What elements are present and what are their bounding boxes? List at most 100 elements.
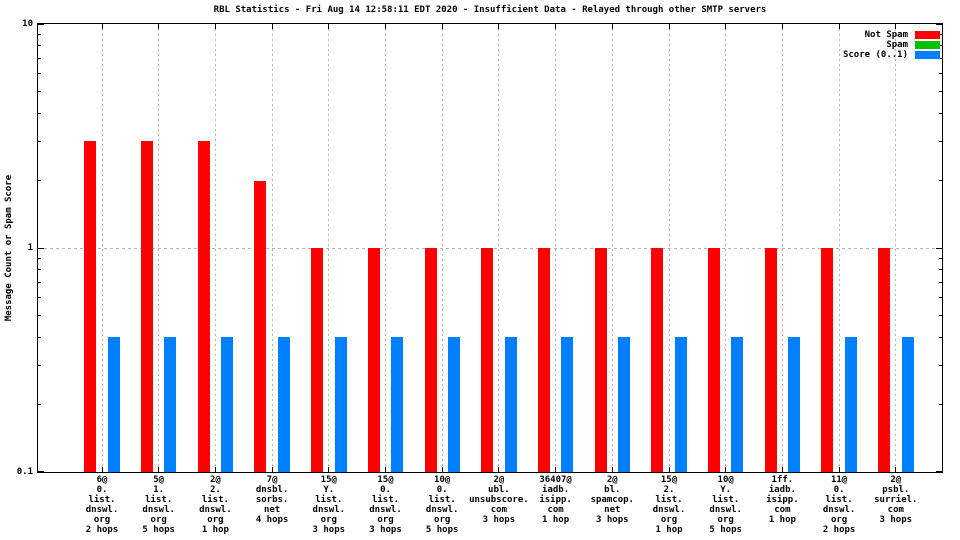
x-tick xyxy=(271,24,273,29)
y-tick xyxy=(939,180,942,182)
x-category-label: 2@ 2. list. dnswl. org 1 hop xyxy=(199,475,232,535)
x-tick xyxy=(328,467,330,472)
x-tick xyxy=(441,24,443,29)
bar-score-0-1- xyxy=(107,337,120,472)
x-category-label: 2@ psbl. surriel. com 3 hops xyxy=(874,475,918,525)
x-tick xyxy=(611,467,613,472)
x-tick xyxy=(158,467,160,472)
bar-score-0-1- xyxy=(844,337,857,472)
y-tick xyxy=(939,282,942,284)
x-tick xyxy=(611,24,613,29)
x-tick xyxy=(668,24,670,29)
y-tick xyxy=(38,112,41,114)
x-category-label: 7@ dnsbl. sorbs. net 4 hops xyxy=(255,475,289,525)
y-tick-label: 1 xyxy=(27,242,33,253)
x-tick xyxy=(328,24,330,29)
y-tick xyxy=(936,24,942,25)
y-tick xyxy=(38,247,44,249)
legend: Not Spam Spam Score (0..1) xyxy=(843,30,940,60)
legend-row: Score (0..1) xyxy=(843,50,940,60)
y-tick xyxy=(939,33,942,35)
y-tick xyxy=(939,73,942,75)
legend-swatch-score xyxy=(915,51,940,59)
x-tick xyxy=(668,467,670,472)
y-tick xyxy=(939,364,942,366)
x-tick xyxy=(781,24,783,29)
plot-area: Not Spam Spam Score (0..1) xyxy=(37,23,943,473)
x-tick xyxy=(271,467,273,472)
x-tick xyxy=(385,24,386,29)
x-category-label: 15@ Y. list. dnswl. org 3 hops xyxy=(312,475,346,535)
x-category-label: 5@ 1. list. dnswl. org 5 hops xyxy=(142,475,175,535)
legend-row: Not Spam xyxy=(843,30,940,40)
x-tick xyxy=(498,24,500,29)
bar-not-spam xyxy=(537,248,550,472)
x-tick xyxy=(725,467,727,472)
bar-not-spam xyxy=(424,248,437,472)
bar-not-spam xyxy=(84,141,97,472)
x-tick xyxy=(781,467,783,472)
x-category-label: 10@ 0. list. dnswl. org 5 hops xyxy=(425,475,459,535)
y-tick xyxy=(38,314,41,316)
y-tick xyxy=(939,112,942,114)
y-tick xyxy=(936,471,942,472)
x-tick xyxy=(385,467,386,472)
legend-label: Not Spam xyxy=(864,30,908,40)
y-tick xyxy=(38,297,41,299)
legend-label: Score (0..1) xyxy=(842,50,908,60)
x-tick xyxy=(214,467,216,472)
bar-score-0-1- xyxy=(788,337,801,472)
x-category-label: 11@ 0. list. dnswl. org 2 hops xyxy=(822,475,856,535)
legend-row: Spam xyxy=(843,40,940,50)
y-tick xyxy=(38,336,41,338)
y-tick xyxy=(38,73,41,75)
y-tick xyxy=(939,404,942,406)
x-category-label: 10@ Y. list. dnswl. org 5 hops xyxy=(709,475,742,535)
y-tick xyxy=(38,58,41,60)
y-tick xyxy=(38,140,41,142)
y-tick xyxy=(939,269,942,271)
bar-score-0-1- xyxy=(731,337,744,472)
y-tick xyxy=(38,282,41,284)
y-tick xyxy=(38,364,41,366)
x-tick xyxy=(895,467,897,472)
x-tick xyxy=(725,24,727,29)
bar-score-0-1- xyxy=(674,337,687,472)
bar-not-spam xyxy=(311,248,324,472)
y-tick xyxy=(939,314,942,316)
bar-not-spam xyxy=(141,141,153,472)
x-tick xyxy=(555,467,557,472)
x-tick xyxy=(555,24,557,29)
bar-score-0-1- xyxy=(618,337,630,472)
y-tick xyxy=(939,297,942,299)
y-tick xyxy=(38,45,41,47)
y-tick xyxy=(38,269,41,271)
x-tick xyxy=(441,467,443,472)
y-tick xyxy=(939,45,942,47)
x-category-label: 1ff. iadb. isipp. com 1 hop xyxy=(766,475,799,525)
bar-not-spam xyxy=(367,248,380,472)
y-tick-label: 10 xyxy=(22,18,33,29)
y-tick xyxy=(939,140,942,142)
bar-not-spam xyxy=(481,248,494,472)
legend-swatch-not-spam xyxy=(915,31,940,39)
x-tick xyxy=(214,24,216,29)
bar-score-0-1- xyxy=(334,337,347,472)
bar-score-0-1- xyxy=(561,337,574,472)
y-tick xyxy=(936,247,942,249)
bar-not-spam xyxy=(594,248,607,472)
bar-not-spam xyxy=(254,180,267,472)
bar-not-spam xyxy=(708,248,720,472)
bar-score-0-1- xyxy=(901,337,914,472)
x-tick xyxy=(101,467,103,472)
y-tick xyxy=(939,336,942,338)
bar-score-0-1- xyxy=(221,337,234,472)
x-category-label: 2@ bl. spamcop. net 3 hops xyxy=(590,475,634,525)
y-tick xyxy=(38,471,44,472)
bar-not-spam xyxy=(651,248,664,472)
bar-score-0-1- xyxy=(164,337,177,472)
y-tick xyxy=(38,33,41,35)
x-tick xyxy=(895,24,897,29)
y-tick xyxy=(38,180,41,182)
y-tick xyxy=(939,90,942,92)
